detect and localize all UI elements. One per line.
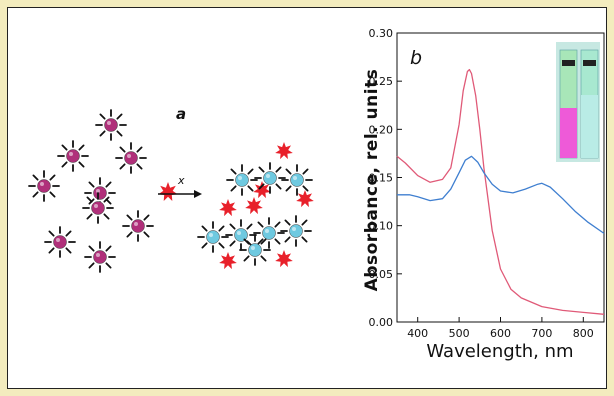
nanoparticle-before [28, 170, 60, 202]
nanoparticle-before [82, 192, 114, 224]
panel-b-label: b [410, 47, 422, 69]
reaction-arrow-icon [158, 190, 202, 198]
nanoparticle-after [253, 217, 285, 249]
analyte-star [275, 142, 293, 160]
panel-a-label: a [176, 105, 186, 123]
nanoparticle-after [239, 234, 271, 266]
schematic-panel-a: a x [28, 105, 314, 273]
nanoparticle-before [84, 241, 116, 273]
x-tick-label: 800 [573, 327, 594, 340]
nanoparticle-before [57, 140, 89, 172]
spectrum-line-2 [397, 155, 605, 234]
nanoparticle-after [225, 219, 257, 251]
analyte-star-icon [158, 182, 178, 201]
x-tick-label: 500 [449, 327, 470, 340]
y-tick-label: 0.30 [369, 27, 394, 40]
nanoparticle-before [115, 142, 147, 174]
x-tick-label: 700 [531, 327, 552, 340]
cuvette-photo-inset [556, 42, 600, 162]
analyte-star [275, 250, 293, 268]
y-axis: 0.00 0.05 0.10 0.15 0.20 0.25 0.30 [369, 27, 402, 329]
y-tick-label: 0.25 [369, 75, 394, 88]
nanoparticle-after [226, 164, 258, 196]
spectrum-chart-panel-b: 0.00 0.05 0.10 0.15 0.20 0.25 0.30 400 500 600 70… [362, 27, 605, 362]
nanoparticle-before [44, 226, 76, 258]
nanoparticle-before [95, 109, 127, 141]
analyte-star [219, 252, 237, 270]
y-axis-title: Absorbance, rel. units [362, 69, 382, 292]
analyte-star [253, 181, 271, 199]
nanoparticle-after [281, 164, 313, 196]
nanoparticle-after [280, 215, 312, 247]
y-tick-label: 0.20 [369, 123, 394, 136]
y-tick-label: 0.00 [369, 316, 394, 329]
nanoparticle-after [254, 162, 286, 194]
nanoparticles-dispersed [28, 109, 154, 273]
y-tick-label: 0.10 [369, 220, 394, 233]
nanoparticle-after [197, 221, 229, 253]
analyte-star [158, 182, 178, 201]
x-axis: 400 500 600 700 800 [407, 317, 594, 340]
x-tick-label: 600 [490, 327, 511, 340]
reagent-x-label: x [177, 174, 185, 187]
analyte-star [296, 190, 314, 208]
spectrum-line-1 [396, 68, 605, 315]
chart-series [396, 68, 605, 315]
nanoparticle-before [84, 177, 116, 209]
y-tick-label: 0.05 [369, 268, 394, 281]
nanoparticles-aggregated [197, 142, 314, 270]
analyte-star [219, 199, 237, 217]
x-tick-label: 400 [407, 327, 428, 340]
analyte-star [245, 197, 263, 215]
y-tick-label: 0.15 [369, 172, 394, 185]
x-axis-title: Wavelength, nm [426, 341, 573, 362]
nanoparticle-before [122, 210, 154, 242]
